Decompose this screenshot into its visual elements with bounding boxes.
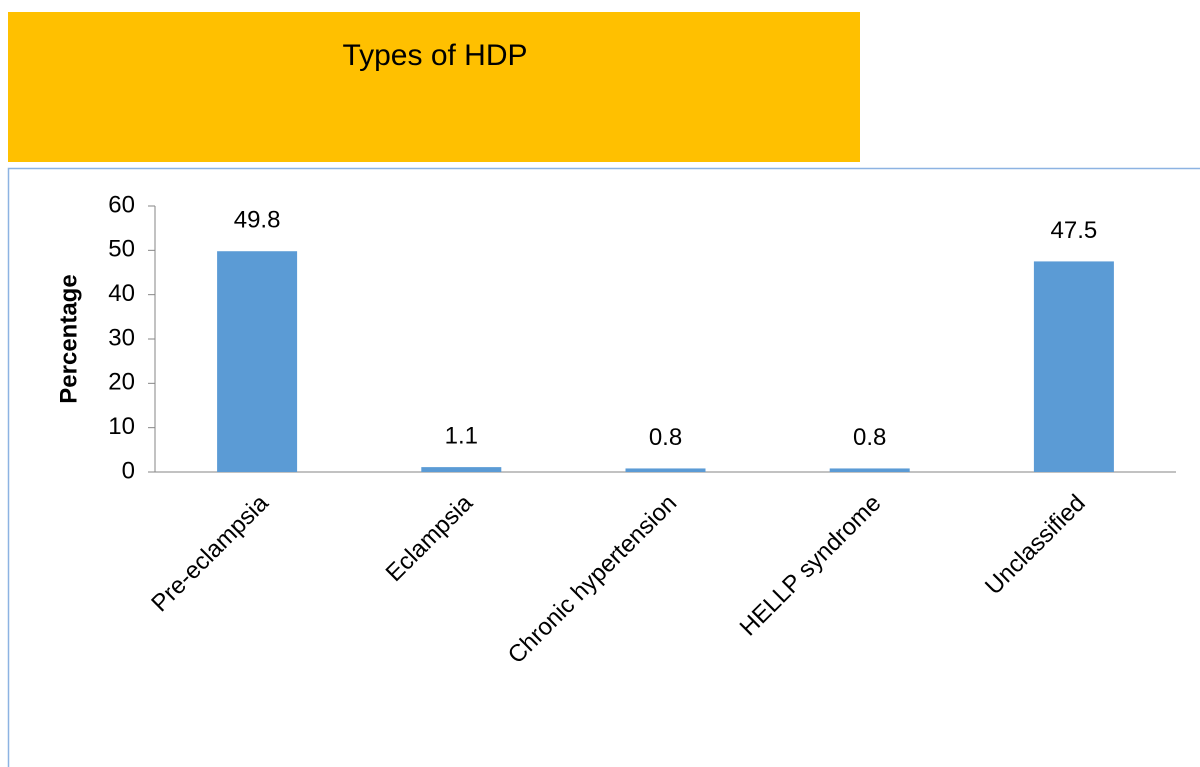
bar — [421, 467, 502, 472]
y-tick-label: 10 — [108, 413, 135, 440]
y-tick-label: 50 — [108, 236, 135, 263]
bar — [829, 468, 910, 472]
y-axis-label: Percentage — [55, 274, 82, 403]
chart-frame — [7, 167, 1200, 767]
x-tick-label: Unclassified — [980, 490, 1091, 601]
y-tick-label: 60 — [108, 191, 135, 218]
x-tick-label: Eclampsia — [381, 489, 479, 587]
bar — [217, 251, 298, 472]
title-banner — [8, 12, 860, 162]
data-label: 47.5 — [1051, 217, 1098, 244]
chart-title: Types of HDP — [342, 39, 527, 72]
y-tick-label: 30 — [108, 324, 135, 351]
bar — [1033, 261, 1114, 472]
data-label: 0.8 — [649, 424, 682, 451]
data-label: 0.8 — [853, 424, 886, 451]
x-tick-label: Chronic hypertension — [503, 490, 682, 669]
x-tick-label: Pre-eclampsia — [146, 489, 274, 617]
data-label: 1.1 — [445, 422, 478, 449]
data-label: 49.8 — [234, 207, 281, 234]
y-tick-label: 0 — [122, 457, 135, 484]
bar — [625, 468, 706, 472]
y-tick-label: 20 — [108, 369, 135, 396]
y-tick-label: 40 — [108, 280, 135, 307]
x-tick-label: HELLP syndrome — [735, 490, 887, 642]
